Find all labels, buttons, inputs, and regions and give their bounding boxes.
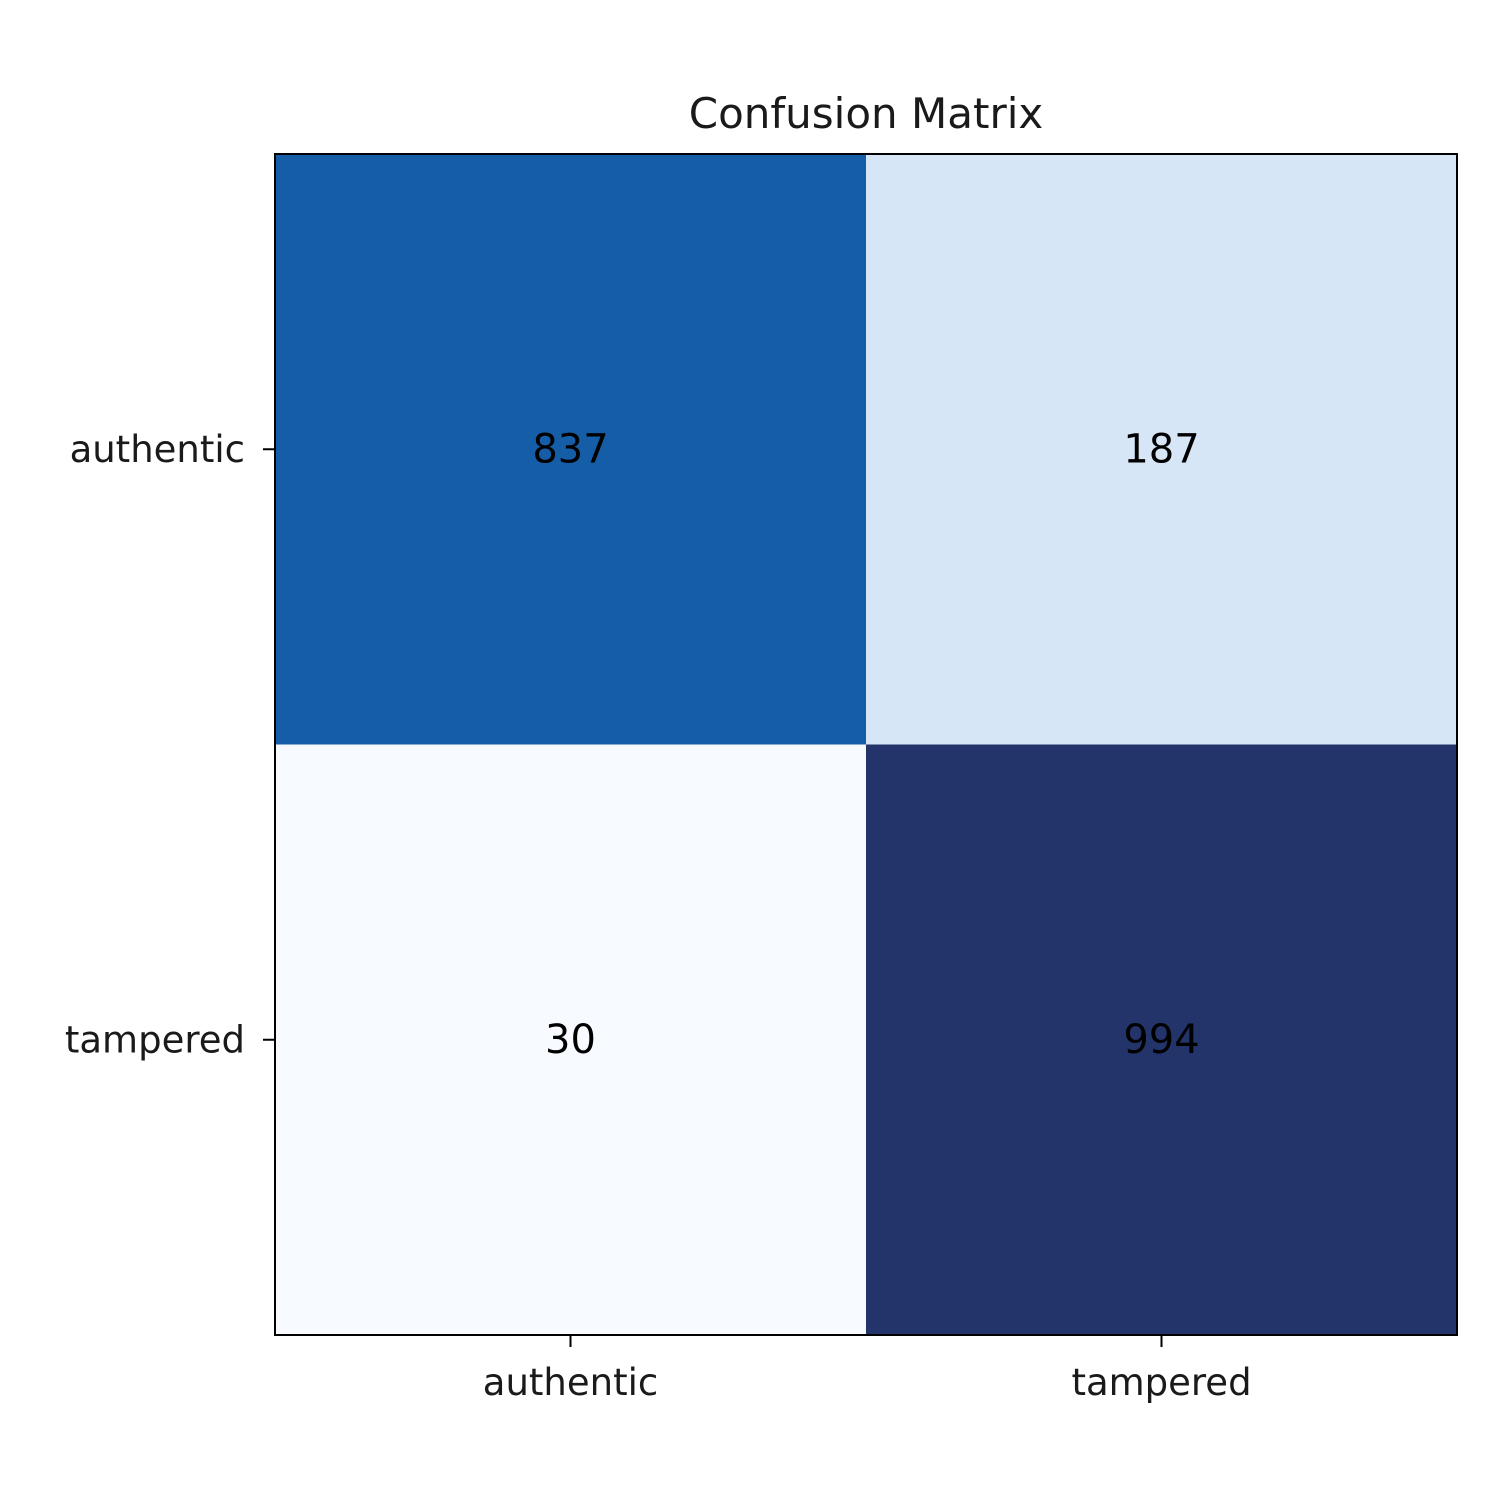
chart-title: Confusion Matrix bbox=[689, 89, 1044, 138]
x-axis-ticks: authentic tampered bbox=[483, 1335, 1252, 1404]
heatmap-cell bbox=[866, 154, 1458, 745]
y-axis-ticks: authentic tampered bbox=[65, 428, 275, 1061]
cell-value-labels: 837 187 30 994 bbox=[532, 426, 1199, 1063]
y-tick-label: tampered bbox=[65, 1018, 245, 1061]
heatmap-cell bbox=[866, 744, 1458, 1336]
heatmap-cells bbox=[275, 154, 1458, 1336]
heatmap-cell bbox=[275, 154, 867, 745]
x-tick-label: tampered bbox=[1071, 1361, 1251, 1404]
cell-value-label: 30 bbox=[545, 1017, 596, 1063]
cell-value-label: 994 bbox=[1123, 1017, 1199, 1063]
plot-frame bbox=[274, 153, 1458, 1336]
cell-value-label: 837 bbox=[532, 426, 608, 472]
cell-value-label: 187 bbox=[1123, 426, 1199, 472]
heatmap-cell bbox=[275, 744, 867, 1336]
y-tick-label: authentic bbox=[70, 428, 245, 471]
x-tick-label: authentic bbox=[483, 1361, 658, 1404]
